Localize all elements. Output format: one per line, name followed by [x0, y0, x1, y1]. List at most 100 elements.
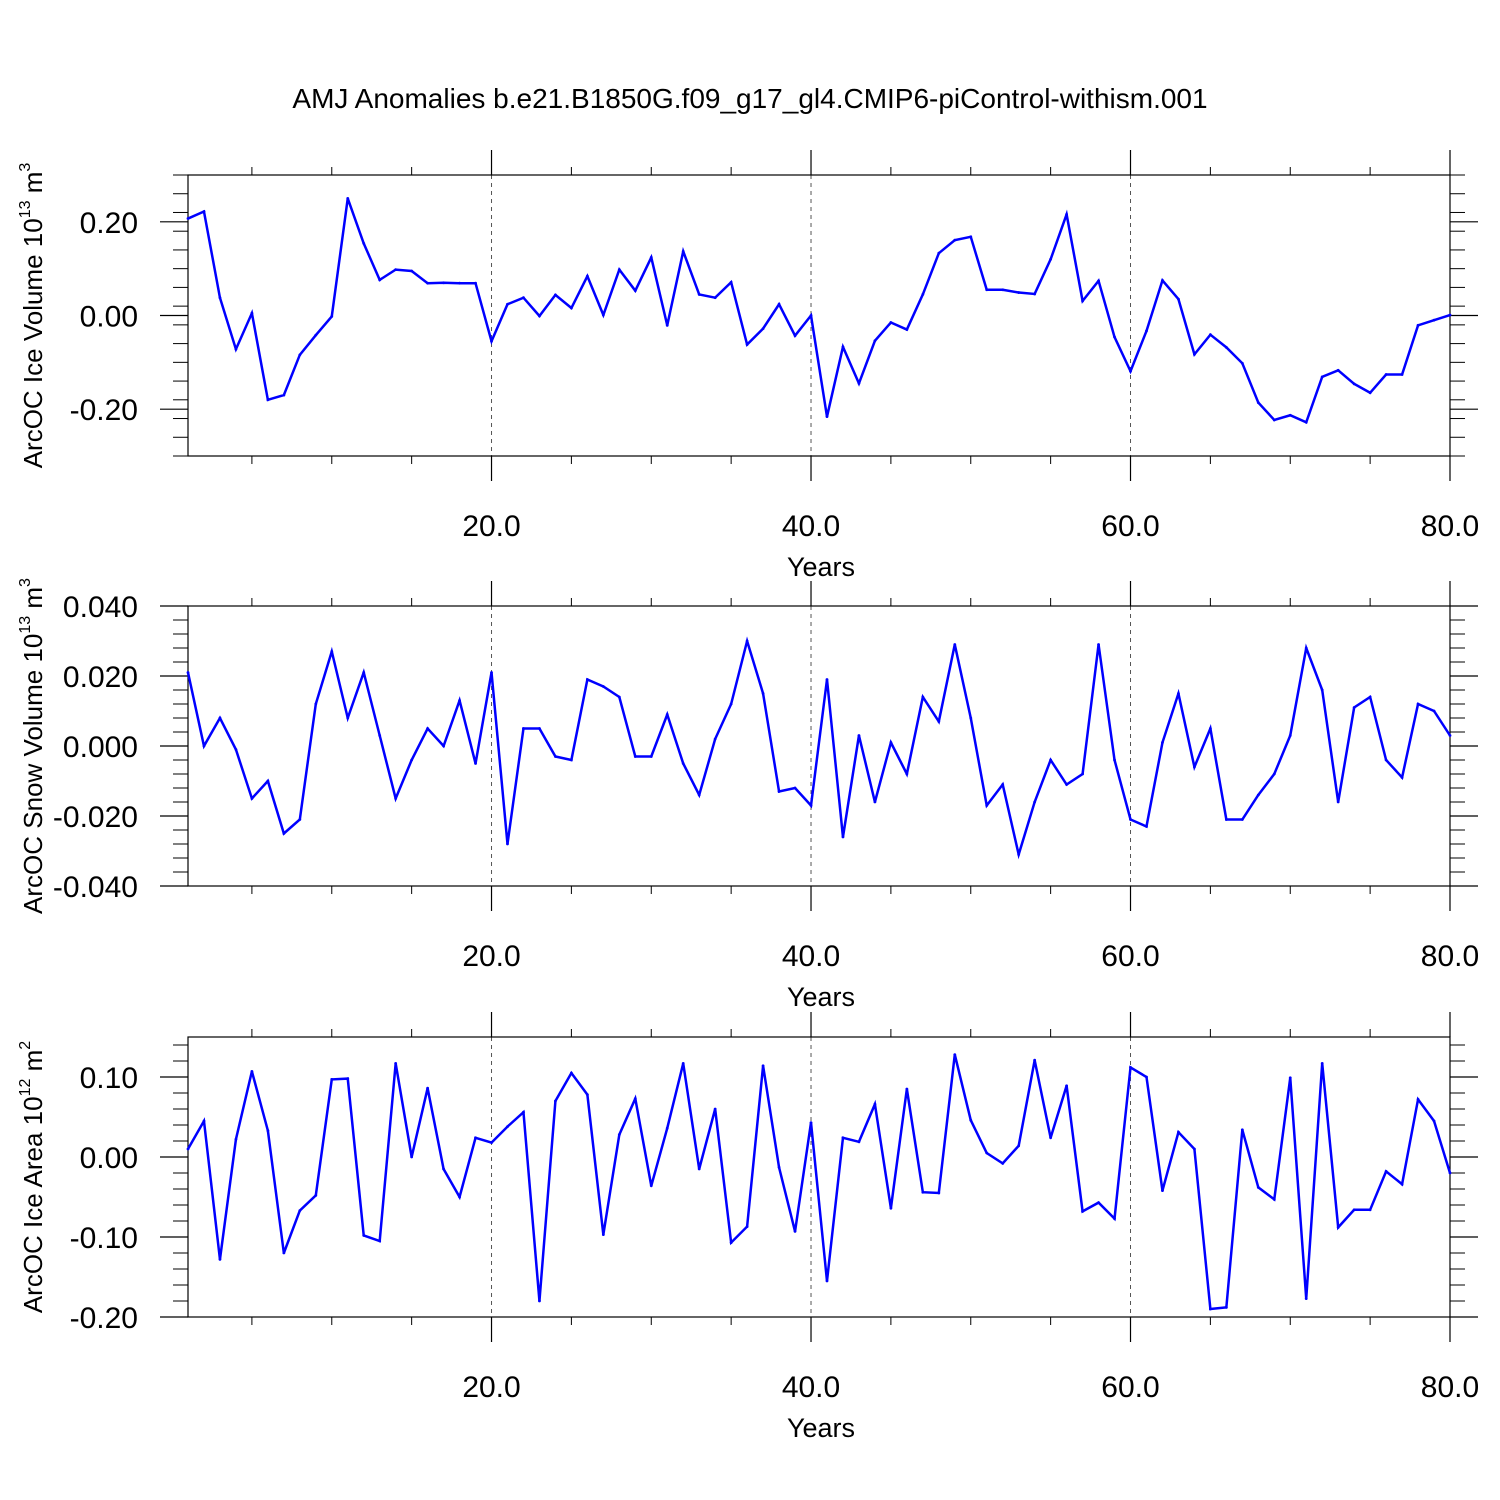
data-point	[1017, 1144, 1021, 1148]
y-axis-label-part: ArcOC Snow Volume 10	[18, 634, 48, 914]
x-tick-label: 40.0	[782, 940, 840, 973]
data-point	[889, 741, 893, 744]
data-point	[841, 835, 845, 839]
data-point	[218, 296, 222, 300]
y-tick-label: -0.040	[53, 871, 138, 904]
data-point	[1400, 1182, 1404, 1186]
data-point	[1049, 758, 1053, 762]
data-point	[1145, 1075, 1148, 1079]
x-axis-label: Years	[787, 1413, 855, 1443]
data-point	[1416, 323, 1420, 327]
data-point	[554, 755, 557, 758]
data-point	[1033, 292, 1037, 296]
data-point	[1272, 418, 1276, 422]
data-point	[1448, 1171, 1452, 1175]
data-point	[761, 1064, 765, 1068]
data-point	[234, 1138, 238, 1141]
data-point	[649, 1184, 653, 1188]
x-tick-label: 60.0	[1101, 510, 1159, 543]
data-point	[793, 1230, 797, 1233]
data-point	[1432, 709, 1436, 713]
data-point	[362, 1234, 366, 1237]
data-point	[1304, 420, 1308, 424]
data-point	[633, 1097, 637, 1100]
data-point	[713, 1107, 717, 1111]
data-point	[1001, 288, 1005, 292]
data-point	[1224, 1306, 1228, 1309]
data-point	[1065, 783, 1069, 786]
data-point	[394, 268, 398, 272]
data-point	[905, 772, 909, 776]
data-point	[665, 323, 669, 327]
data-point	[1368, 695, 1372, 699]
data-point	[601, 1233, 605, 1236]
data-point	[1320, 688, 1324, 692]
data-point	[1113, 758, 1116, 762]
data-point	[346, 1077, 350, 1080]
data-point	[1193, 352, 1196, 356]
data-point	[410, 269, 414, 273]
series-points	[186, 197, 1452, 424]
data-point	[1432, 1119, 1436, 1123]
data-point	[458, 1195, 461, 1199]
panels: 20.0 40.0 60.0 80.0 -0.20 0.00 0.20 Years ArcOC …	[17, 150, 1479, 1443]
data-point	[937, 251, 941, 255]
data-point	[729, 1241, 733, 1244]
data-point	[474, 762, 477, 765]
data-point	[202, 744, 206, 748]
data-point	[1288, 413, 1292, 417]
data-point	[1161, 278, 1164, 282]
data-point	[1240, 818, 1244, 821]
data-point	[250, 1070, 254, 1073]
x-tick-label: 40.0	[782, 510, 840, 543]
data-point	[1320, 1062, 1324, 1065]
data-point	[1145, 329, 1148, 333]
data-point	[873, 1102, 877, 1106]
y-tick-label: 0.00	[80, 301, 138, 334]
x-tick-label: 20.0	[462, 940, 520, 973]
data-point	[841, 345, 845, 349]
y-axis-label: ArcOC Ice Area 1012 m2	[17, 1041, 48, 1313]
data-point	[490, 671, 493, 674]
data-point	[649, 755, 653, 758]
data-point	[250, 797, 254, 800]
data-point	[506, 302, 509, 306]
data-point	[538, 314, 541, 318]
data-point	[1049, 1136, 1053, 1140]
y-tick-label: 0.00	[80, 1142, 138, 1175]
data-point	[1384, 373, 1388, 376]
data-point	[1081, 772, 1084, 776]
y-axis-label-superscript: 12	[17, 1079, 34, 1097]
data-point	[569, 1071, 573, 1075]
data-point	[1304, 646, 1308, 650]
data-point	[1368, 391, 1372, 395]
data-point	[1448, 313, 1452, 317]
data-point	[1352, 1208, 1356, 1212]
data-point	[442, 1167, 445, 1171]
data-point	[394, 797, 398, 800]
data-point	[585, 274, 589, 278]
data-point	[633, 289, 637, 293]
y-axis-label-superscript: 3	[17, 163, 34, 172]
x-tick-label: 80.0	[1421, 510, 1479, 543]
data-point	[825, 415, 829, 419]
data-point	[1224, 818, 1228, 821]
data-point	[442, 744, 445, 748]
data-point	[490, 339, 493, 343]
data-point	[1400, 776, 1404, 779]
series-line	[186, 1054, 1452, 1311]
data-point	[873, 339, 877, 343]
data-point	[1033, 1058, 1037, 1062]
data-point	[1081, 1210, 1084, 1213]
data-point	[378, 278, 382, 282]
data-point	[793, 786, 797, 790]
y-axis-label-superscript: 13	[17, 616, 34, 634]
data-point	[713, 737, 717, 741]
data-point	[1177, 1130, 1180, 1134]
data-point	[617, 695, 621, 699]
data-point	[665, 1126, 669, 1130]
data-point	[1416, 1098, 1420, 1101]
data-point	[554, 1099, 557, 1103]
data-point	[1400, 373, 1404, 376]
data-point	[777, 302, 781, 306]
